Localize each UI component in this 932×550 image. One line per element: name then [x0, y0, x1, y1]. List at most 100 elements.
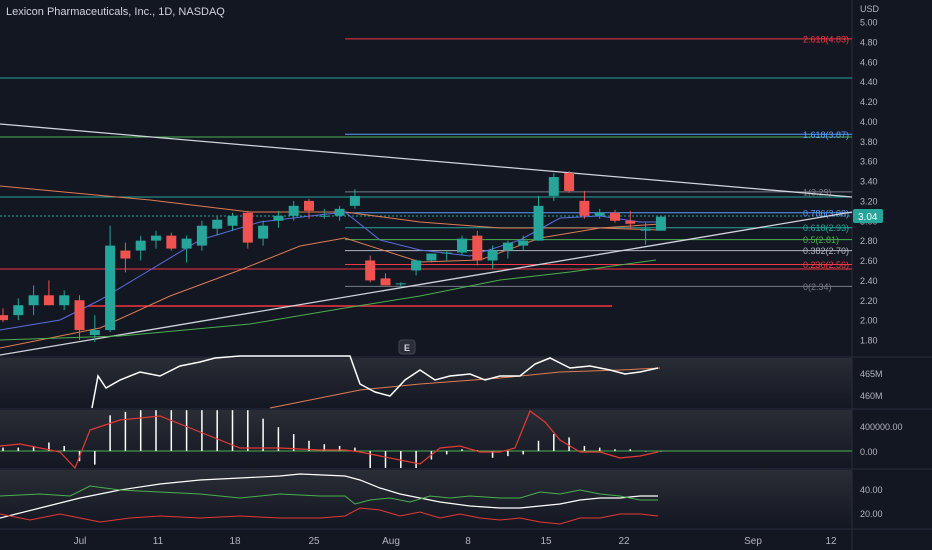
candle-body: [395, 283, 406, 285]
candle-body: [13, 305, 24, 316]
candle[interactable]: [655, 215, 666, 231]
macd-histogram-bar: [415, 451, 417, 468]
macd-histogram-bar: [185, 410, 188, 451]
candle-body: [457, 238, 467, 253]
macd-tick-400000: 400000.00: [860, 422, 903, 432]
candle[interactable]: [166, 232, 177, 251]
price-tick-label: 3.40: [860, 177, 878, 187]
candle[interactable]: [533, 195, 544, 241]
candle[interactable]: [625, 210, 636, 229]
oscillator-main-line: [0, 473, 658, 519]
candle-body: [579, 200, 590, 216]
oscillator-signal-line: [0, 485, 658, 505]
candle[interactable]: [411, 259, 422, 276]
candle[interactable]: [181, 235, 192, 263]
candle-body: [28, 295, 39, 306]
macd-histogram-bar: [461, 449, 463, 451]
candle[interactable]: [242, 210, 253, 249]
candle[interactable]: [227, 212, 238, 231]
candle[interactable]: [59, 290, 70, 311]
oscillator-third-line: [0, 507, 659, 525]
volume-tick-465m: 465M: [860, 369, 883, 379]
candle[interactable]: [548, 173, 559, 201]
macd-histogram-bar: [216, 410, 218, 451]
candle-body: [564, 173, 575, 191]
candle[interactable]: [334, 205, 345, 221]
fib-level-label: 0.236(2.56): [803, 260, 849, 270]
candle[interactable]: [0, 308, 8, 323]
price-tick-label: 4.40: [860, 77, 878, 87]
candle[interactable]: [472, 230, 483, 266]
candle-body: [655, 216, 666, 231]
price-tick-label: 3.60: [860, 157, 878, 167]
macd-histogram-bar: [384, 451, 387, 468]
time-axis[interactable]: Jul 11 18 25 Aug 8 15 22 Sep 12: [74, 536, 837, 547]
earnings-marker[interactable]: E: [398, 339, 416, 355]
currency-label: USD: [860, 4, 880, 14]
candle[interactable]: [365, 255, 376, 283]
candle[interactable]: [564, 171, 575, 193]
candle-body: [242, 212, 253, 243]
candle[interactable]: [610, 209, 620, 223]
time-axis-label: 15: [540, 536, 552, 547]
candle[interactable]: [13, 298, 24, 321]
candle[interactable]: [105, 225, 116, 333]
time-axis-label: 25: [308, 536, 320, 547]
candle[interactable]: [395, 282, 406, 288]
fib-level-label: 0.382(2.70): [803, 246, 849, 256]
candle-body: [89, 330, 100, 336]
moving-average-slow: [0, 185, 661, 231]
candle[interactable]: [380, 273, 391, 286]
candle[interactable]: [28, 285, 39, 316]
osc-tick-20: 20.00: [860, 509, 883, 519]
macd-histogram-bar: [507, 451, 509, 457]
candle[interactable]: [273, 210, 284, 228]
macd-histogram-bar: [354, 447, 356, 451]
ascending-trendline[interactable]: [0, 211, 853, 356]
candle-body: [610, 212, 620, 221]
candle[interactable]: [43, 280, 54, 306]
candlestick-series[interactable]: [0, 171, 666, 342]
candle[interactable]: [151, 230, 161, 249]
candle[interactable]: [319, 208, 330, 219]
candle-body: [502, 242, 513, 251]
candle[interactable]: [89, 315, 100, 342]
candle[interactable]: [594, 208, 605, 219]
macd-histogram-bar: [308, 440, 310, 451]
candle[interactable]: [74, 295, 85, 340]
candle-body: [273, 215, 284, 221]
candle[interactable]: [518, 235, 529, 251]
price-tick-label: 4.80: [860, 37, 878, 47]
macd-histogram-bar: [644, 451, 647, 452]
candle[interactable]: [502, 240, 513, 259]
candle[interactable]: [640, 222, 651, 245]
macd-histogram-bar: [94, 451, 96, 465]
macd-histogram-bar: [277, 427, 280, 451]
candle-body: [594, 212, 605, 216]
descending-trendline[interactable]: [0, 123, 853, 198]
candle[interactable]: [196, 220, 207, 251]
candle[interactable]: [426, 253, 437, 263]
candle-body: [135, 240, 146, 251]
candle[interactable]: [135, 235, 146, 261]
price-axis[interactable]: 5.00 4.80 4.60 4.40 4.20 4.00 3.80 3.60 3.40 3.20…: [860, 18, 878, 346]
candle[interactable]: [487, 245, 498, 269]
time-axis-label: 12: [825, 536, 837, 547]
macd-histogram-bar: [247, 410, 249, 451]
candle[interactable]: [120, 242, 131, 273]
candle[interactable]: [212, 216, 223, 236]
macd-histogram-bar: [553, 434, 555, 451]
candle[interactable]: [288, 200, 299, 221]
candle-body: [166, 235, 177, 249]
macd-histogram-bar: [17, 447, 20, 451]
fib-level-label: 1(3.29): [803, 187, 832, 197]
candle[interactable]: [304, 198, 314, 219]
candle[interactable]: [579, 190, 590, 219]
candle[interactable]: [441, 250, 452, 261]
candle[interactable]: [349, 188, 360, 209]
time-axis-label: 11: [153, 536, 164, 547]
candle[interactable]: [258, 220, 269, 246]
candle[interactable]: [457, 235, 467, 256]
macd-histogram-bar: [201, 410, 203, 451]
